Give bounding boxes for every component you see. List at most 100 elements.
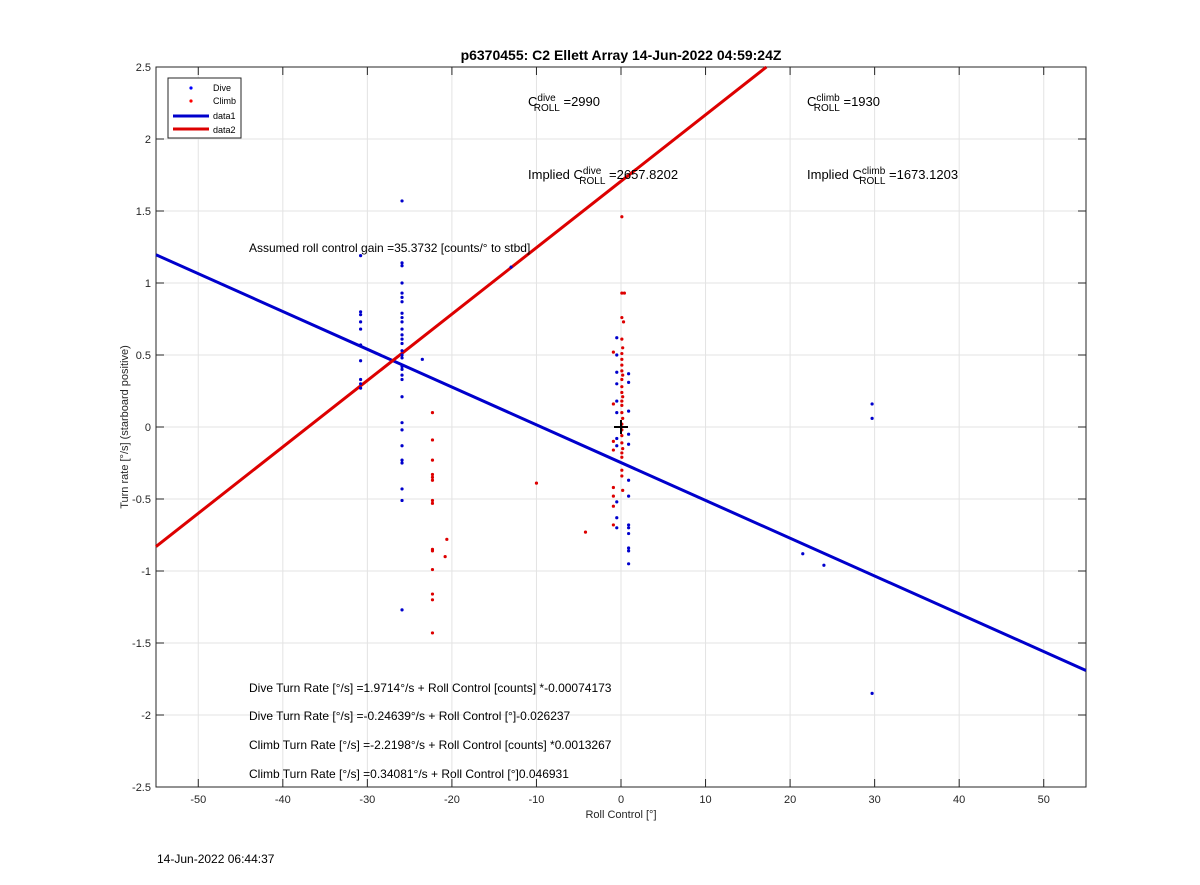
point-dive (359, 377, 363, 382)
annotation-eq-dive-degrees: Dive Turn Rate [°/s] =-0.24639°/s + Roll… (249, 709, 571, 723)
point-climb (621, 320, 626, 324)
point-dive (400, 458, 404, 462)
point-climb (620, 337, 624, 341)
print-timestamp: 14-Jun-2022 06:44:37 (157, 852, 275, 866)
legend-data1-label: data1 (213, 111, 236, 121)
annotation-gain: Assumed roll control gain =35.3732 [coun… (249, 241, 530, 255)
point-dive (400, 295, 404, 299)
point-dive (400, 377, 404, 382)
point-dive (400, 421, 404, 425)
y-tick-label: -0.5 (132, 494, 151, 506)
data-points (359, 199, 874, 696)
point-climb (611, 485, 615, 490)
point-dive (615, 436, 619, 441)
point-dive (400, 356, 404, 360)
point-dive (870, 416, 874, 420)
point-dive (400, 395, 404, 399)
point-dive (400, 487, 404, 491)
point-dive (400, 315, 404, 320)
y-tick-label: -1.5 (132, 638, 151, 650)
point-climb (620, 468, 624, 472)
point-climb (620, 474, 624, 478)
point-dive (359, 327, 363, 331)
y-tick-label: -2 (141, 710, 151, 722)
x-tick-label: 0 (618, 794, 624, 806)
point-dive (359, 359, 363, 363)
point-dive (359, 310, 363, 314)
point-dive (400, 364, 404, 369)
fit-lines (155, 65, 1087, 672)
point-climb (620, 385, 624, 389)
point-dive (400, 261, 404, 265)
point-climb (611, 523, 615, 527)
point-climb (620, 399, 624, 403)
annotation-implied-dive: Implied Cdive ROLL =2657.8202 (528, 166, 678, 187)
point-dive (359, 320, 363, 324)
point-climb (620, 377, 624, 382)
point-climb (621, 416, 625, 420)
y-tick-label: 2.5 (136, 62, 151, 74)
point-climb (622, 291, 626, 295)
point-climb (620, 369, 624, 373)
point-climb (430, 438, 435, 442)
point-dive (400, 300, 404, 304)
point-climb (611, 504, 615, 508)
point-dive (400, 311, 404, 315)
point-climb (620, 411, 624, 415)
point-dive (359, 382, 363, 386)
point-dive (400, 498, 404, 503)
point-dive (509, 265, 513, 269)
point-climb (620, 441, 624, 445)
x-tick-label: -20 (444, 794, 460, 806)
point-climb (430, 411, 435, 415)
point-climb (430, 592, 435, 596)
point-dive (870, 402, 874, 406)
point-dive (615, 336, 619, 340)
point-dive (801, 552, 805, 556)
point-climb (534, 481, 539, 485)
annotation-eq-dive-counts: Dive Turn Rate [°/s] =1.9714°/s + Roll C… (249, 681, 612, 695)
point-dive (615, 382, 619, 386)
y-tick-label: -1 (141, 566, 151, 578)
x-axis-label: Roll Control [°] (585, 809, 656, 821)
point-climb (621, 447, 625, 451)
point-dive (400, 320, 404, 324)
point-climb (430, 631, 435, 635)
point-dive (627, 549, 631, 553)
series-line-data2 (155, 65, 768, 548)
point-climb (620, 291, 624, 295)
point-climb (620, 215, 624, 219)
annotation-implied-climb: Implied Cclimb ROLL =1673.1203 (807, 166, 958, 187)
legend-climb-label: Climb (213, 96, 236, 106)
point-dive (615, 526, 619, 530)
point-dive (400, 281, 404, 285)
y-tick-label: 1 (145, 278, 151, 290)
x-tick-label: -30 (359, 794, 375, 806)
y-tick-label: 0 (145, 422, 151, 434)
legend-dive-label: Dive (213, 83, 231, 93)
point-dive (615, 353, 619, 357)
point-dive (615, 500, 619, 504)
legend: Dive Climb data1 data2 (167, 77, 242, 139)
point-dive (627, 531, 631, 536)
point-climb (430, 567, 435, 572)
point-dive (400, 444, 404, 448)
point-climb (430, 472, 435, 477)
point-climb (620, 455, 624, 459)
x-tick-label: -10 (529, 794, 545, 806)
x-tick-label: 50 (1038, 794, 1050, 806)
point-climb (430, 501, 435, 505)
point-climb (620, 357, 624, 361)
x-tick-label: 10 (699, 794, 711, 806)
point-dive (400, 349, 404, 353)
origin-marker (614, 420, 628, 434)
point-climb (620, 351, 624, 356)
point-climb (430, 598, 435, 602)
point-dive (400, 353, 404, 357)
point-dive (627, 526, 631, 530)
point-climb (621, 488, 625, 492)
point-dive (627, 432, 631, 436)
point-dive (615, 370, 619, 374)
point-climb (611, 402, 615, 406)
